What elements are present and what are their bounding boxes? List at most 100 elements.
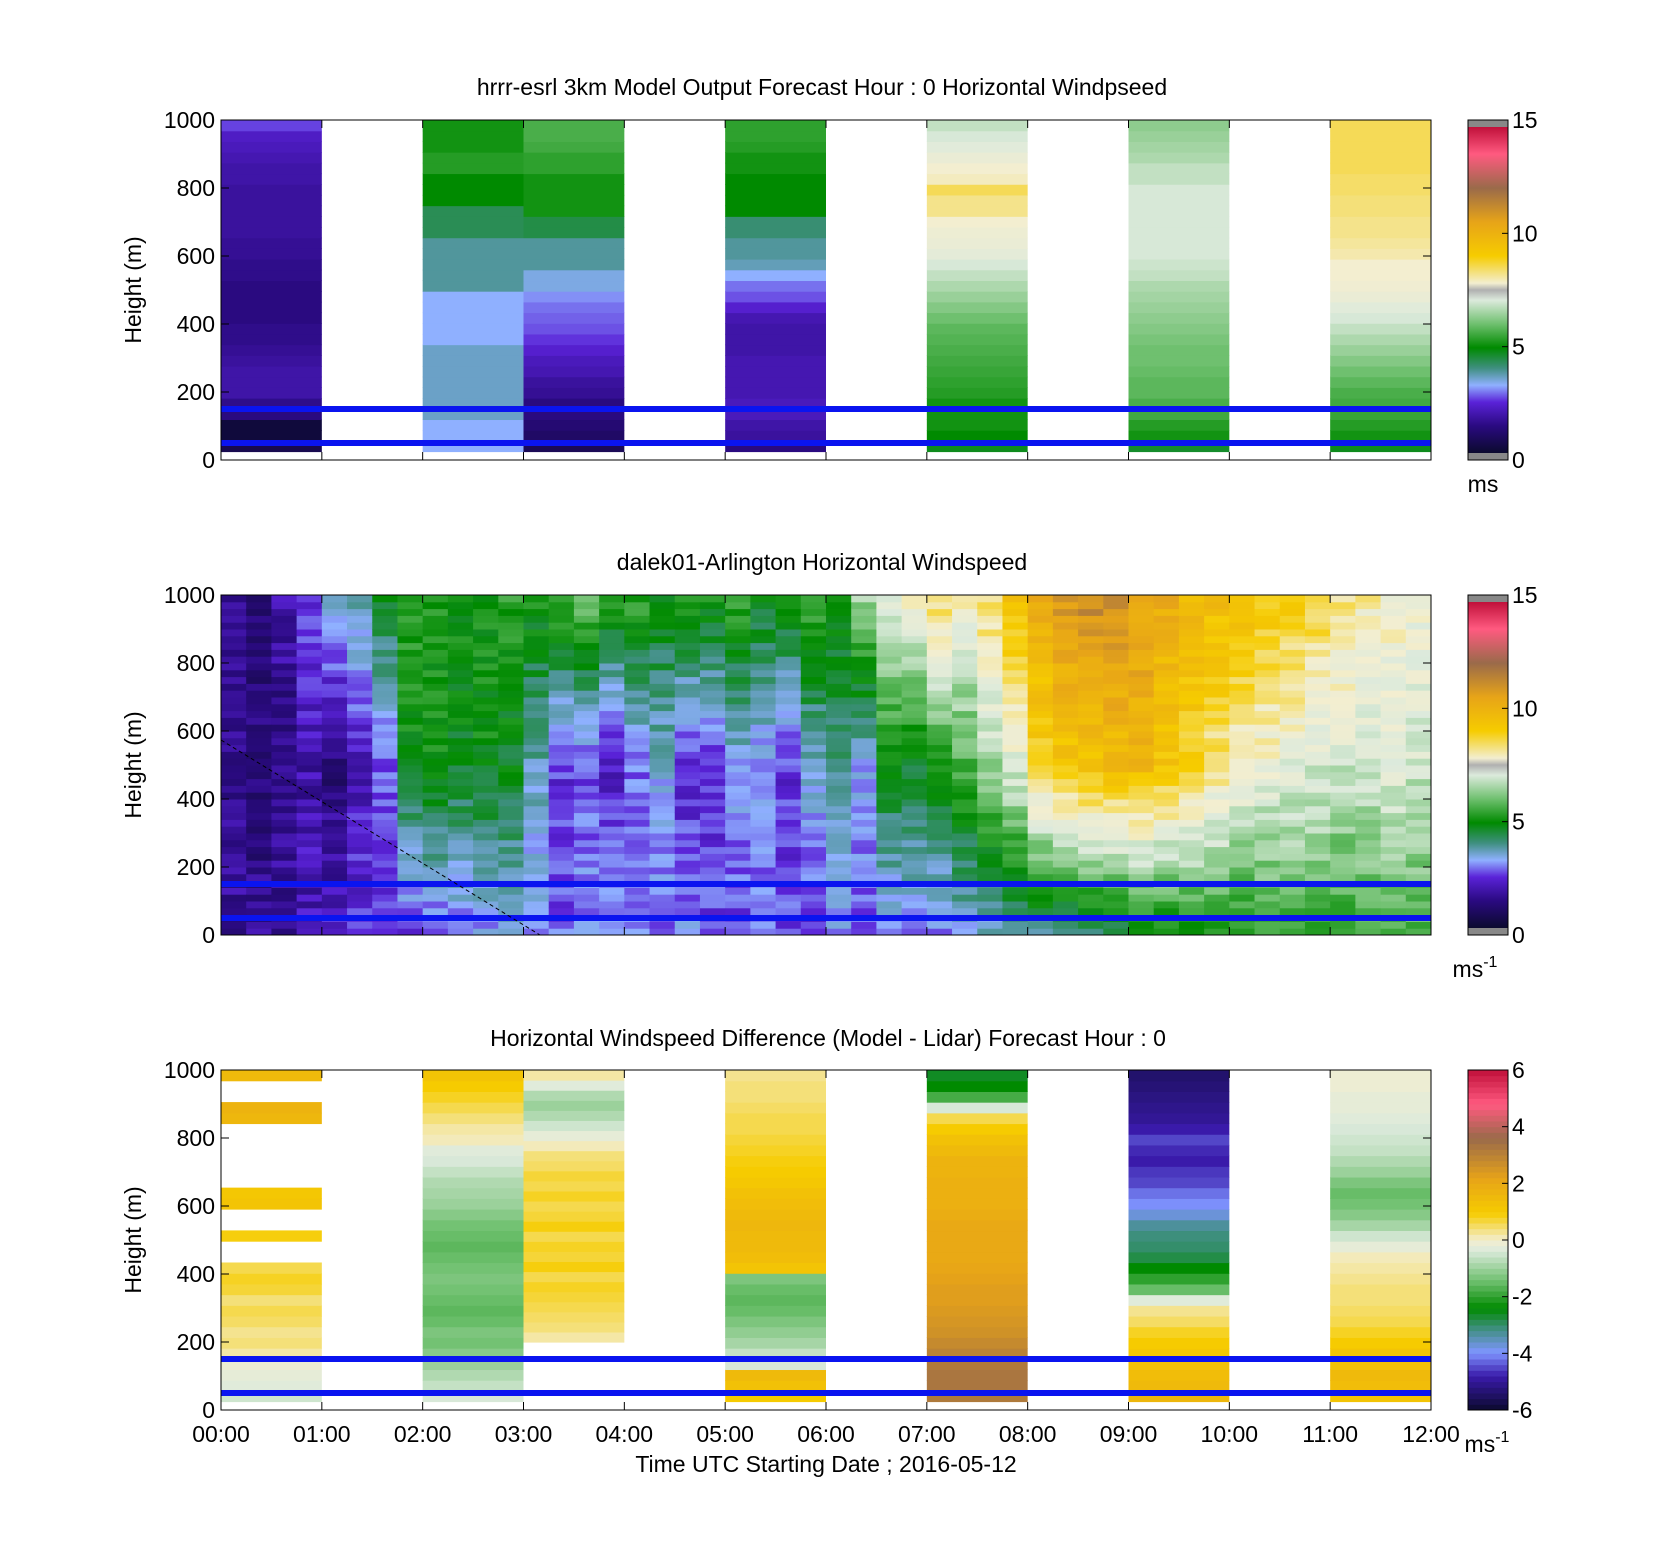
heatmap-cell	[221, 1305, 322, 1317]
heatmap-cell	[422, 1390, 524, 1403]
heatmap-cell	[523, 758, 550, 766]
heatmap-cell	[1078, 833, 1104, 841]
heatmap-cell	[548, 921, 575, 929]
heatmap-cell	[447, 669, 474, 678]
heatmap-cell	[548, 765, 575, 773]
heatmap-cell	[725, 853, 751, 861]
heatmap-cell	[246, 805, 272, 814]
colorbar-segment	[1468, 1098, 1508, 1105]
heatmap-cell	[271, 697, 298, 705]
heatmap-cell	[926, 1219, 1028, 1232]
heatmap-cell	[1380, 642, 1407, 650]
heatmap-cell	[1027, 921, 1054, 929]
heatmap-cell	[750, 758, 777, 766]
heatmap-cell	[1229, 921, 1256, 929]
heatmap-cell	[523, 1070, 625, 1081]
heatmap-cell	[876, 765, 903, 773]
heatmap-cell	[1304, 690, 1331, 698]
heatmap-cell	[952, 649, 978, 657]
heatmap-cell	[548, 737, 575, 746]
heatmap-cell	[1355, 765, 1382, 773]
heatmap-cell	[321, 833, 348, 841]
heatmap-cell	[926, 839, 953, 848]
heatmap-cell	[699, 731, 726, 739]
heatmap-cell	[573, 622, 600, 630]
heatmap-cell	[599, 717, 625, 725]
heatmap-cell	[1052, 615, 1079, 623]
heatmap-cell	[372, 758, 398, 766]
heatmap-cell	[926, 697, 953, 705]
heatmap-cell	[271, 812, 298, 820]
heatmap-cell	[1002, 669, 1029, 678]
heatmap-cell	[800, 669, 827, 678]
heatmap-cell	[1304, 676, 1331, 684]
heatmap-cell	[422, 1369, 524, 1381]
heatmap-cell	[952, 867, 978, 875]
heatmap-cell	[851, 737, 877, 746]
heatmap-cell	[952, 608, 978, 616]
heatmap-cell	[624, 771, 651, 780]
heatmap-cell	[1128, 758, 1155, 766]
heatmap-cell	[221, 894, 247, 902]
heatmap-cell	[1128, 184, 1230, 196]
heatmap-cell	[1355, 669, 1382, 678]
heatmap-cell	[1405, 921, 1432, 929]
heatmap-cell	[876, 595, 903, 603]
heatmap-cell	[851, 622, 877, 630]
heatmap-cell	[1279, 751, 1306, 759]
heatmap-cell	[725, 1390, 826, 1403]
heatmap-cell	[599, 846, 625, 854]
heatmap-cell	[221, 819, 247, 827]
heatmap-cell	[699, 860, 726, 868]
heatmap-cell	[1153, 697, 1180, 705]
heatmap-cell	[422, 663, 449, 671]
heatmap-cell	[1330, 259, 1431, 271]
heatmap-cell	[1330, 1155, 1431, 1167]
heatmap-cell	[1052, 629, 1079, 637]
heatmap-cell	[952, 669, 978, 678]
heatmap-cell	[1178, 853, 1205, 861]
heatmap-cell	[952, 629, 978, 637]
heatmap-cell	[649, 928, 676, 936]
heatmap-cell	[498, 595, 524, 603]
heatmap-cell	[422, 194, 524, 207]
heatmap-cell	[1279, 867, 1306, 875]
heatmap-cell	[221, 226, 322, 239]
heatmap-cell	[422, 642, 449, 650]
heatmap-cell	[649, 635, 676, 644]
heatmap-cell	[1052, 635, 1079, 644]
heatmap-cell	[1304, 737, 1331, 746]
heatmap-cell	[221, 141, 322, 153]
heatmap-cell	[1330, 1230, 1431, 1242]
heatmap-cell	[221, 697, 247, 705]
colorbar-segment	[1468, 1336, 1508, 1343]
heatmap-cell	[296, 819, 323, 827]
heatmap-cell	[422, 1358, 524, 1371]
heatmap-cell	[1355, 683, 1382, 691]
heatmap-cell	[246, 744, 272, 752]
heatmap-cell	[1330, 676, 1356, 684]
heatmap-cell	[1405, 901, 1432, 909]
heatmap-cell	[271, 663, 298, 671]
colorbar-segment	[1468, 1217, 1508, 1224]
colorbar-tick-label: 15	[1512, 107, 1538, 133]
heatmap-cell	[397, 853, 424, 861]
heatmap-cell	[1304, 697, 1331, 705]
heatmap-cell	[1128, 642, 1155, 650]
heatmap-cell	[1052, 894, 1079, 902]
heatmap-cell	[1279, 649, 1306, 657]
heatmap-cell	[1078, 676, 1104, 684]
heatmap-cell	[321, 921, 348, 929]
heatmap-cell	[826, 622, 852, 630]
heatmap-cell	[498, 819, 524, 827]
heatmap-cell	[1027, 656, 1054, 664]
heatmap-cell	[1229, 676, 1256, 684]
heatmap-cell	[447, 921, 474, 929]
heatmap-cell	[674, 765, 701, 773]
heatmap-cell	[573, 703, 600, 712]
heatmap-cell	[271, 669, 298, 678]
heatmap-cell	[775, 778, 802, 786]
heatmap-cell	[775, 676, 802, 684]
heatmap-cell	[422, 1155, 524, 1167]
heatmap-cell	[800, 833, 827, 841]
